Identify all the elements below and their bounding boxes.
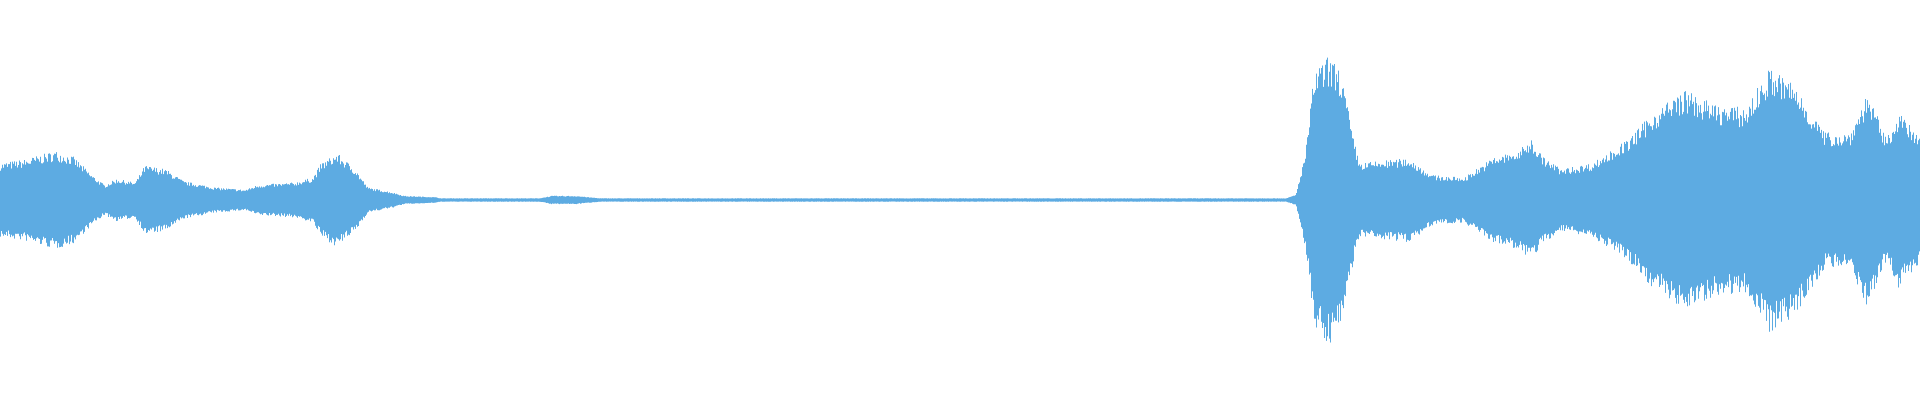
audio-waveform[interactable]	[0, 0, 1920, 400]
